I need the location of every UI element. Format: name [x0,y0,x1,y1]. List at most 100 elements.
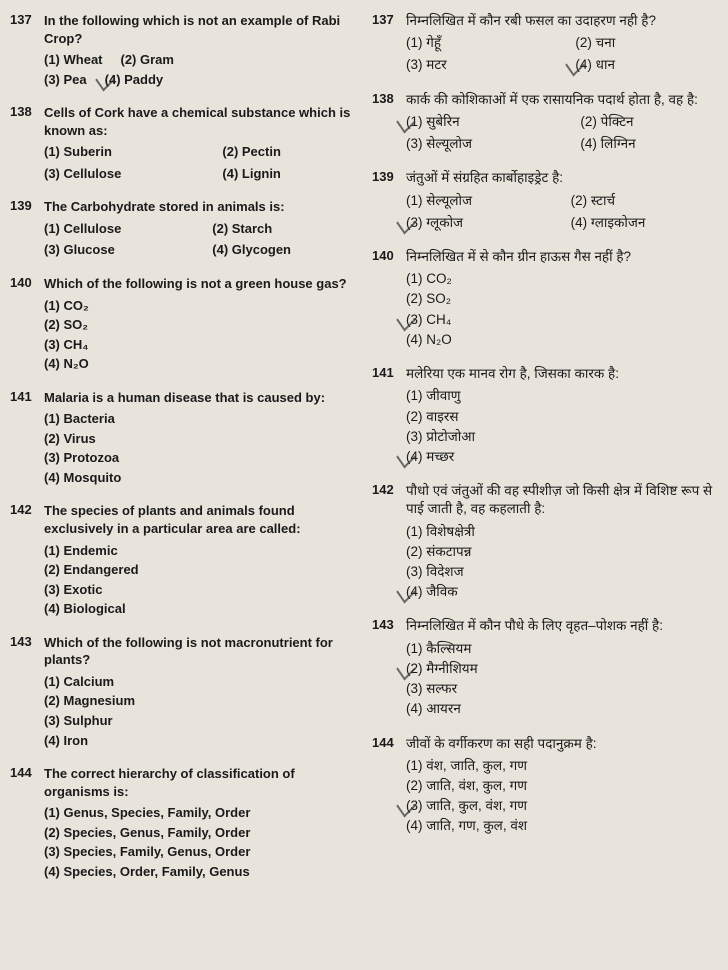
question-143-en: 143 Which of the following is not macron… [10,634,364,751]
question-number: 143 [10,634,36,649]
option-2: (2) SO₂ [44,316,364,334]
option-4: (4) Iron [44,732,364,750]
question-body: जंतुओं में संग्रहित कार्बोहाइड्रेट है: (… [406,169,726,234]
question-number: 144 [372,735,398,750]
question-number: 138 [372,91,398,106]
options-column: (1) जीवाणु (2) वाइरस (3) प्रोटोजोआ (4) म… [406,387,726,468]
options-column: (1) CO₂ (2) SO₂ (3) CH₄ (4) N₂O [44,297,364,375]
exam-page: 137 In the following which is not an exa… [10,12,718,896]
option-2: (2) स्टार्च [571,192,726,210]
option-2: (2) संकटापन्न [406,543,726,561]
question-body: Cells of Cork have a chemical substance … [44,104,364,184]
option-1: (1) Wheat [44,51,103,69]
options-column: (1) कैल्सियम (2) मैग्नीशियम (3) सल्फर (4… [406,640,726,721]
option-2: (2) Species, Genus, Family, Order [44,824,364,842]
options-column: (1) वंश, जाति, कुल, गण (2) जाति, वंश, कु… [406,757,726,838]
option-2: (2) Pectin [222,143,364,161]
question-text: जीवों के वर्गीकरण का सही पदानुक्रम है: [406,735,726,753]
option-4: (4) आयरन [406,700,726,718]
option-3: (3) Glucose [44,241,194,259]
question-body: Which of the following is not macronutri… [44,634,364,751]
options-column: (1) Bacteria (2) Virus (3) Protozoa (4) … [44,410,364,488]
option-3: (3) Cellulose [44,165,204,183]
question-body: निम्नलिखित में कौन पौधे के लिए वृहत–पोशक… [406,617,726,720]
option-3: (3) Exotic [44,581,364,599]
question-142-hi: 142 पौधो एवं जंतुओं की वह स्पीशीज़ जो कि… [372,482,726,603]
option-1: (1) गेहूँ [406,34,557,52]
options-column: (1) CO₂ (2) SO₂ (3) CH₄ (4) N₂O [406,270,726,351]
column-english: 137 In the following which is not an exa… [10,12,364,896]
question-141-hi: 141 मलेरिया एक मानव रोग है, जिसका कारक ह… [372,365,726,468]
option-3: (3) Protozoa [44,449,364,467]
options-row: (1) Wheat (2) Gram [44,51,364,71]
option-1: (1) Bacteria [44,410,364,428]
question-139-hi: 139 जंतुओं में संग्रहित कार्बोहाइड्रेट ह… [372,169,726,234]
options-grid: (1) Suberin (2) Pectin (3) Cellulose (4)… [44,143,364,184]
question-144-hi: 144 जीवों के वर्गीकरण का सही पदानुक्रम ह… [372,735,726,838]
column-hindi: 137 निम्नलिखित में कौन रबी फसल का उदाहरण… [372,12,726,896]
option-3-marked: (3) जाति, कुल, वंश, गण [406,797,726,815]
question-text: कार्क की कोशिकाओं में एक रासायनिक पदार्थ… [406,91,726,109]
option-3: (3) Species, Family, Genus, Order [44,843,364,861]
question-140-hi: 140 निम्नलिखित में से कौन ग्रीन हाऊस गैस… [372,248,726,351]
option-3: (3) CH₄ [44,336,364,354]
option-1: (1) Cellulose [44,220,194,238]
option-3: (3) सल्फर [406,680,726,698]
question-text: The species of plants and animals found … [44,502,364,537]
option-1: (1) Genus, Species, Family, Order [44,804,364,822]
question-text: पौधो एवं जंतुओं की वह स्पीशीज़ जो किसी क… [406,482,726,518]
option-2-marked: (2) मैग्नीशियम [406,660,726,678]
question-number: 141 [372,365,398,380]
option-3-marked: (3) CH₄ [406,311,726,329]
option-3: (3) मटर [406,56,557,74]
question-number: 142 [10,502,36,517]
question-number: 140 [372,248,398,263]
options-column: (1) Calcium (2) Magnesium (3) Sulphur (4… [44,673,364,751]
option-4: (4) N₂O [44,355,364,373]
question-body: पौधो एवं जंतुओं की वह स्पीशीज़ जो किसी क… [406,482,726,603]
option-1-marked: (1) सुबेरिन [406,113,562,131]
option-2: (2) Virus [44,430,364,448]
question-number: 139 [10,198,36,213]
question-text: निम्नलिखित में कौन पौधे के लिए वृहत–पोशक… [406,617,726,635]
question-140-en: 140 Which of the following is not a gree… [10,275,364,375]
question-141-en: 141 Malaria is a human disease that is c… [10,389,364,489]
question-body: निम्नलिखित में कौन रबी फसल का उदाहरण नही… [406,12,726,77]
question-body: In the following which is not an example… [44,12,364,90]
question-body: Which of the following is not a green ho… [44,275,364,375]
question-number: 138 [10,104,36,119]
question-body: The correct hierarchy of classification … [44,765,364,882]
option-2: (2) Starch [212,220,364,238]
option-2: (2) Gram [121,51,174,69]
options-column: (1) विशेषक्षेत्री (2) संकटापन्न (3) विदे… [406,523,726,604]
question-body: The Carbohydrate stored in animals is: (… [44,198,364,261]
question-body: Malaria is a human disease that is cause… [44,389,364,489]
question-138-hi: 138 कार्क की कोशिकाओं में एक रासायनिक पद… [372,91,726,156]
option-2: (2) वाइरस [406,408,726,426]
option-4: (4) Species, Order, Family, Genus [44,863,364,881]
option-4: (4) Glycogen [212,241,364,259]
question-text: Malaria is a human disease that is cause… [44,389,364,407]
option-3-marked: (3) ग्लूकोज [406,214,553,232]
question-number: 141 [10,389,36,404]
question-144-en: 144 The correct hierarchy of classificat… [10,765,364,882]
option-1: (1) CO₂ [44,297,364,315]
question-text: Which of the following is not a green ho… [44,275,364,293]
option-2: (2) Magnesium [44,692,364,710]
options-row: (3) Pea (4) Paddy [44,71,364,91]
question-body: मलेरिया एक मानव रोग है, जिसका कारक है: (… [406,365,726,468]
option-1: (1) वंश, जाति, कुल, गण [406,757,726,775]
question-text: Cells of Cork have a chemical substance … [44,104,364,139]
option-4: (4) Lignin [222,165,364,183]
option-1: (1) सेल्यूलोज [406,192,553,210]
option-2: (2) पेक्टिन [580,113,726,131]
option-1: (1) विशेषक्षेत्री [406,523,726,541]
option-1: (1) Suberin [44,143,204,161]
option-2: (2) SO₂ [406,290,726,308]
option-4-marked: (4) धान [575,56,726,74]
option-3: (3) प्रोटोजोआ [406,428,726,446]
option-4: (4) N₂O [406,331,726,349]
options-grid: (1) सेल्यूलोज (2) स्टार्च (3) ग्लूकोज (4… [406,192,726,234]
question-text: Which of the following is not macronutri… [44,634,364,669]
option-2: (2) जाति, वंश, कुल, गण [406,777,726,795]
